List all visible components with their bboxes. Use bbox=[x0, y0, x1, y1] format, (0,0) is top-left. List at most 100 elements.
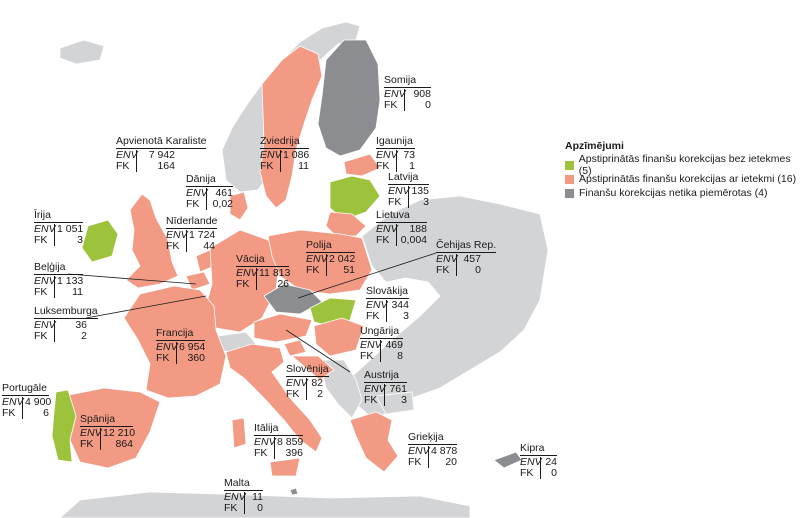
iceland-shape bbox=[59, 39, 105, 65]
legend-label: Apstiprinātās finanšu korekcijas bez iet… bbox=[578, 153, 791, 177]
label-somija: Somija ENV 908 FK 0 bbox=[384, 74, 431, 111]
legend-label: Finanšu korekcijas netika piemērotas (4) bbox=[579, 187, 768, 199]
country-name: Polija bbox=[306, 240, 355, 253]
label-francija: Francija ENV6 954 FK 360 bbox=[156, 327, 206, 364]
fk-value: 44 bbox=[186, 241, 215, 252]
fk-value: 3 bbox=[408, 197, 429, 208]
uk-shape bbox=[125, 193, 179, 289]
fk-value: 6 bbox=[22, 408, 49, 419]
label-igaunija: Igaunija ENV 73 FK 1 bbox=[376, 135, 415, 172]
country-name: Itālija bbox=[254, 423, 303, 436]
north-africa-shape bbox=[59, 491, 471, 518]
france-shape bbox=[123, 285, 227, 399]
legend-label: Apstiprinātās finanšu korekcijas ar iete… bbox=[579, 173, 797, 185]
label-cehijas-rep: Čehijas Rep. ENV 457 FK 0 bbox=[436, 239, 497, 276]
env-value: 4 878 bbox=[428, 446, 457, 457]
country-name: Ungārija bbox=[360, 326, 403, 339]
env-value: 1 133 bbox=[54, 276, 83, 287]
env-value: 2 042 bbox=[326, 254, 355, 265]
fk-value: 11 bbox=[54, 287, 83, 298]
bulgaria-shape bbox=[375, 391, 415, 415]
env-value: 8 859 bbox=[274, 437, 303, 448]
finland-shape bbox=[317, 39, 381, 157]
greece-shape bbox=[349, 411, 399, 473]
belgium-leader bbox=[67, 273, 197, 285]
grey-swatch-icon bbox=[565, 188, 574, 198]
fk-value: 26 bbox=[256, 279, 289, 290]
env-value: 1 086 bbox=[280, 150, 309, 161]
env-value: 6 954 bbox=[176, 342, 205, 353]
fk-value: 8 bbox=[380, 351, 403, 362]
label-vacija: Vācija ENV11 813 FK 26 bbox=[236, 253, 291, 290]
label-slovakija: Slovākija ENV 344 FK 3 bbox=[366, 285, 409, 322]
env-value: 135 bbox=[408, 186, 429, 197]
label-portugale: Portugāle ENV4 900 FK 6 bbox=[2, 382, 52, 419]
fk-value: 0 bbox=[244, 503, 263, 514]
country-name: Francija bbox=[156, 328, 205, 341]
estonia-shape bbox=[343, 153, 381, 177]
env-value: 761 bbox=[384, 384, 407, 395]
country-name: Beļģija bbox=[34, 262, 83, 275]
fk-value: 3 bbox=[386, 311, 409, 322]
eu-countries bbox=[51, 39, 523, 496]
fk-value: 51 bbox=[326, 265, 355, 276]
sardinia-shape bbox=[231, 417, 247, 449]
country-name: Slovākija bbox=[366, 285, 409, 299]
label-spanija: Spānija ENV12 210 FK 864 bbox=[80, 413, 136, 450]
green-swatch-icon bbox=[565, 160, 574, 170]
label-malta: Malta ENV 11 FK 0 bbox=[224, 477, 263, 514]
country-name: Portugāle bbox=[2, 383, 49, 396]
legend-item-grey: Finanšu korekcijas netika piemērotas (4) bbox=[565, 186, 800, 200]
fk-value: 3 bbox=[54, 235, 83, 246]
country-name: Apvienotā Karaliste bbox=[116, 135, 207, 149]
country-name: Latvija bbox=[388, 172, 429, 185]
env-value: 4 900 bbox=[22, 397, 51, 408]
italy-shape bbox=[225, 343, 323, 453]
portugal-shape bbox=[51, 389, 77, 463]
austria-shape bbox=[253, 313, 313, 343]
fk-value: 3 bbox=[384, 395, 407, 406]
label-danija: Dānija ENV 461 FK 0,02 bbox=[186, 173, 233, 210]
poland-shape bbox=[267, 229, 373, 295]
env-value: 1 724 bbox=[186, 230, 215, 241]
label-zviedrija: Zviedrija ENV1 086 FK 11 bbox=[260, 135, 310, 172]
sicily-shape bbox=[269, 457, 301, 477]
label-austrija: Austrija ENV 761 FK 3 bbox=[364, 369, 407, 406]
fk-value: 0 bbox=[540, 468, 557, 479]
label-ungarija: Ungārija ENV 469 FK 8 bbox=[360, 325, 403, 362]
fk-value: 864 bbox=[100, 439, 133, 450]
env-value: 36 bbox=[54, 320, 87, 331]
country-name: Slovēnija bbox=[286, 363, 329, 377]
country-name: Dānija bbox=[186, 174, 233, 187]
env-value: 12 210 bbox=[100, 428, 135, 439]
country-name: Austrija bbox=[364, 370, 407, 383]
country-name: Lietuva bbox=[376, 210, 427, 223]
salmon-swatch-icon bbox=[565, 174, 574, 184]
belgium-shape bbox=[185, 271, 211, 291]
malta-shape bbox=[289, 487, 299, 496]
legend-item-salmon: Apstiprinātās finanšu korekcijas ar iete… bbox=[565, 172, 800, 186]
country-name: Luksemburga bbox=[34, 305, 98, 319]
env-value: 73 bbox=[396, 150, 415, 161]
country-name: Kipra bbox=[520, 443, 557, 456]
fk-value: 164 bbox=[136, 161, 175, 172]
fk-value: 1 bbox=[396, 161, 415, 172]
country-name: Īrija bbox=[34, 210, 83, 223]
label-polija: Polija ENV2 042 FK 51 bbox=[306, 239, 356, 276]
country-name: Somija bbox=[384, 75, 431, 88]
country-name: Nīderlande bbox=[166, 215, 218, 229]
label-griekija: Grieķija ENV4 878 FK 20 bbox=[408, 431, 458, 468]
fk-value: 0,02 bbox=[206, 199, 233, 210]
label-belgija: Beļģija ENV1 133 FK 11 bbox=[34, 261, 84, 298]
hungary-shape bbox=[313, 317, 365, 357]
sweden-shape bbox=[259, 45, 323, 209]
label-latvija: Latvija ENV 135 FK 3 bbox=[388, 171, 429, 208]
fk-value: 0 bbox=[404, 100, 431, 111]
balkans-shape bbox=[319, 359, 363, 419]
country-name: Grieķija bbox=[408, 432, 457, 445]
fk-value: 11 bbox=[280, 161, 309, 172]
non-eu-land bbox=[59, 21, 549, 518]
fk-value: 2 bbox=[306, 389, 323, 400]
fk-value: 0 bbox=[456, 265, 481, 276]
